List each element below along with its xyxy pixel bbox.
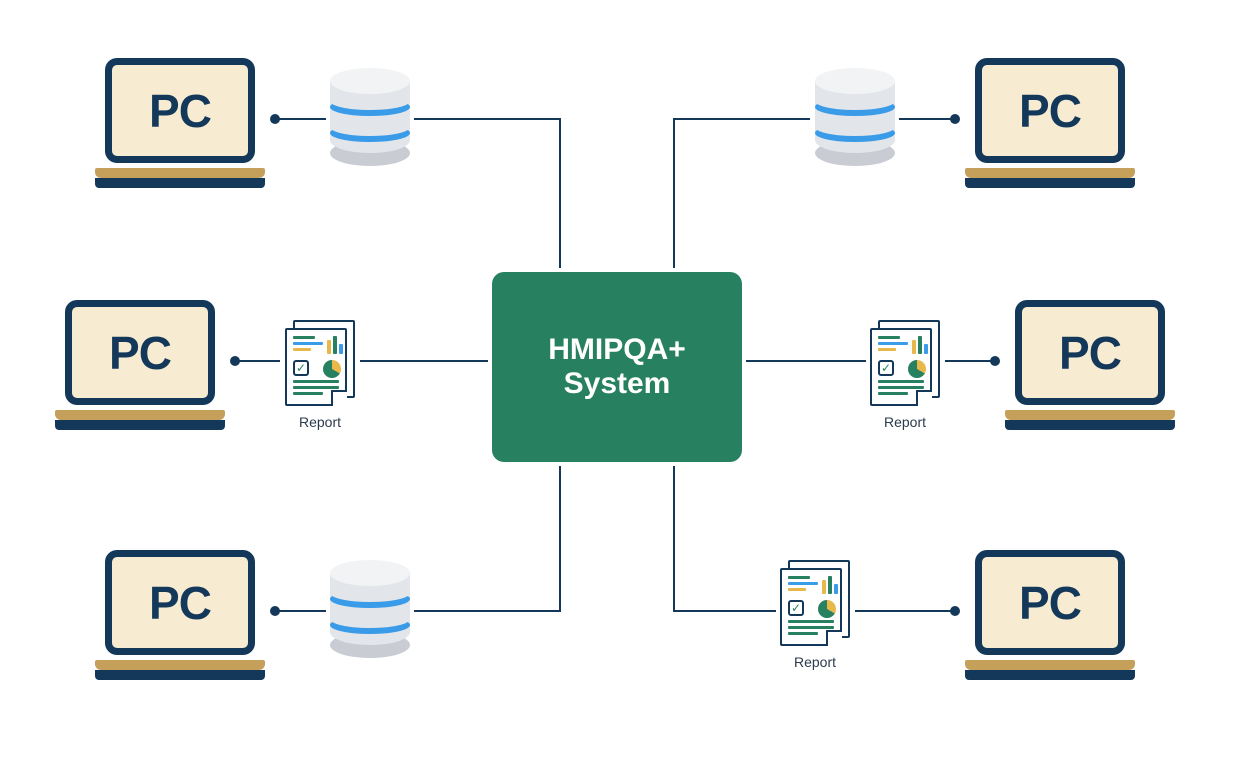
database-db-bl xyxy=(330,560,410,650)
laptop-base xyxy=(965,660,1135,670)
laptop-foot xyxy=(965,178,1135,188)
laptop-pc-mr: PC xyxy=(1005,300,1175,430)
report-decor xyxy=(918,336,922,354)
report-decor xyxy=(293,392,323,395)
report-label: Report xyxy=(860,414,950,430)
report-rp-br: ✓ xyxy=(780,560,850,648)
report-rp-mr: ✓ xyxy=(870,320,940,408)
connector-dot xyxy=(950,114,960,124)
report-decor xyxy=(293,348,311,351)
center-label-2: System xyxy=(564,367,671,400)
report-decor xyxy=(878,380,924,383)
report-decor xyxy=(788,626,834,629)
database-band-cover xyxy=(815,118,895,136)
center-label-1: HMIPQA+ xyxy=(548,333,686,366)
laptop-pc-tl: PC xyxy=(95,58,265,188)
report-decor xyxy=(788,632,818,635)
laptop-foot xyxy=(1005,420,1175,430)
laptop-screen: PC xyxy=(975,550,1125,655)
report-decor xyxy=(293,380,339,383)
report-label: Report xyxy=(770,654,860,670)
report-pie-icon xyxy=(323,360,341,378)
report-decor xyxy=(293,386,339,389)
laptop-base xyxy=(965,168,1135,178)
report-corner xyxy=(916,390,932,406)
connector-line xyxy=(414,119,560,268)
report-pie-icon xyxy=(818,600,836,618)
report-decor xyxy=(822,580,826,594)
report-page-front: ✓ xyxy=(780,568,842,646)
report-pie-icon xyxy=(908,360,926,378)
connector-dot xyxy=(230,356,240,366)
laptop-pc-ml: PC xyxy=(55,300,225,430)
database-band-cover xyxy=(815,92,895,110)
laptop-base xyxy=(55,410,225,420)
report-decor xyxy=(788,620,834,623)
connector-dot xyxy=(950,606,960,616)
laptop-screen: PC xyxy=(1015,300,1165,405)
database-band-cover xyxy=(330,118,410,136)
database-top xyxy=(330,68,410,94)
report-decor xyxy=(878,336,900,339)
laptop-foot xyxy=(95,670,265,680)
database-db-tr xyxy=(815,68,895,158)
laptop-screen: PC xyxy=(65,300,215,405)
database-band-cover xyxy=(330,610,410,628)
connector-dot xyxy=(270,606,280,616)
report-decor xyxy=(788,576,810,579)
laptop-pc-tr: PC xyxy=(965,58,1135,188)
report-corner xyxy=(331,390,347,406)
report-decor xyxy=(293,342,323,345)
center-system-box: HMIPQA+ System xyxy=(492,272,742,462)
connector-line xyxy=(674,466,776,611)
report-decor xyxy=(912,340,916,354)
database-top xyxy=(330,560,410,586)
database-band-cover xyxy=(330,584,410,602)
report-decor xyxy=(828,576,832,594)
laptop-foot xyxy=(965,670,1135,680)
connector-line xyxy=(674,119,810,268)
report-decor xyxy=(878,386,924,389)
laptop-screen: PC xyxy=(975,58,1125,163)
database-top xyxy=(815,68,895,94)
report-page-front: ✓ xyxy=(870,328,932,406)
report-decor xyxy=(878,348,896,351)
laptop-screen: PC xyxy=(105,550,255,655)
report-page-front: ✓ xyxy=(285,328,347,406)
report-rp-ml: ✓ xyxy=(285,320,355,408)
report-check-icon: ✓ xyxy=(293,360,309,376)
laptop-pc-br: PC xyxy=(965,550,1135,680)
report-decor xyxy=(834,584,838,594)
report-decor xyxy=(339,344,343,354)
system-diagram: HMIPQA+ System PC PC PC PC PC PC ✓ Report ✓ Repor… xyxy=(0,0,1234,763)
laptop-base xyxy=(95,168,265,178)
report-decor xyxy=(333,336,337,354)
report-decor xyxy=(327,340,331,354)
report-corner xyxy=(826,630,842,646)
connector-line xyxy=(414,466,560,611)
connector-dot xyxy=(990,356,1000,366)
report-decor xyxy=(788,588,806,591)
laptop-foot xyxy=(95,178,265,188)
report-decor xyxy=(878,392,908,395)
laptop-pc-bl: PC xyxy=(95,550,265,680)
database-band-cover xyxy=(330,92,410,110)
report-decor xyxy=(924,344,928,354)
report-decor xyxy=(788,582,818,585)
laptop-base xyxy=(95,660,265,670)
database-db-tl xyxy=(330,68,410,158)
laptop-base xyxy=(1005,410,1175,420)
report-label: Report xyxy=(275,414,365,430)
report-check-icon: ✓ xyxy=(788,600,804,616)
report-decor xyxy=(293,336,315,339)
connector-dot xyxy=(270,114,280,124)
report-decor xyxy=(878,342,908,345)
laptop-foot xyxy=(55,420,225,430)
report-check-icon: ✓ xyxy=(878,360,894,376)
laptop-screen: PC xyxy=(105,58,255,163)
